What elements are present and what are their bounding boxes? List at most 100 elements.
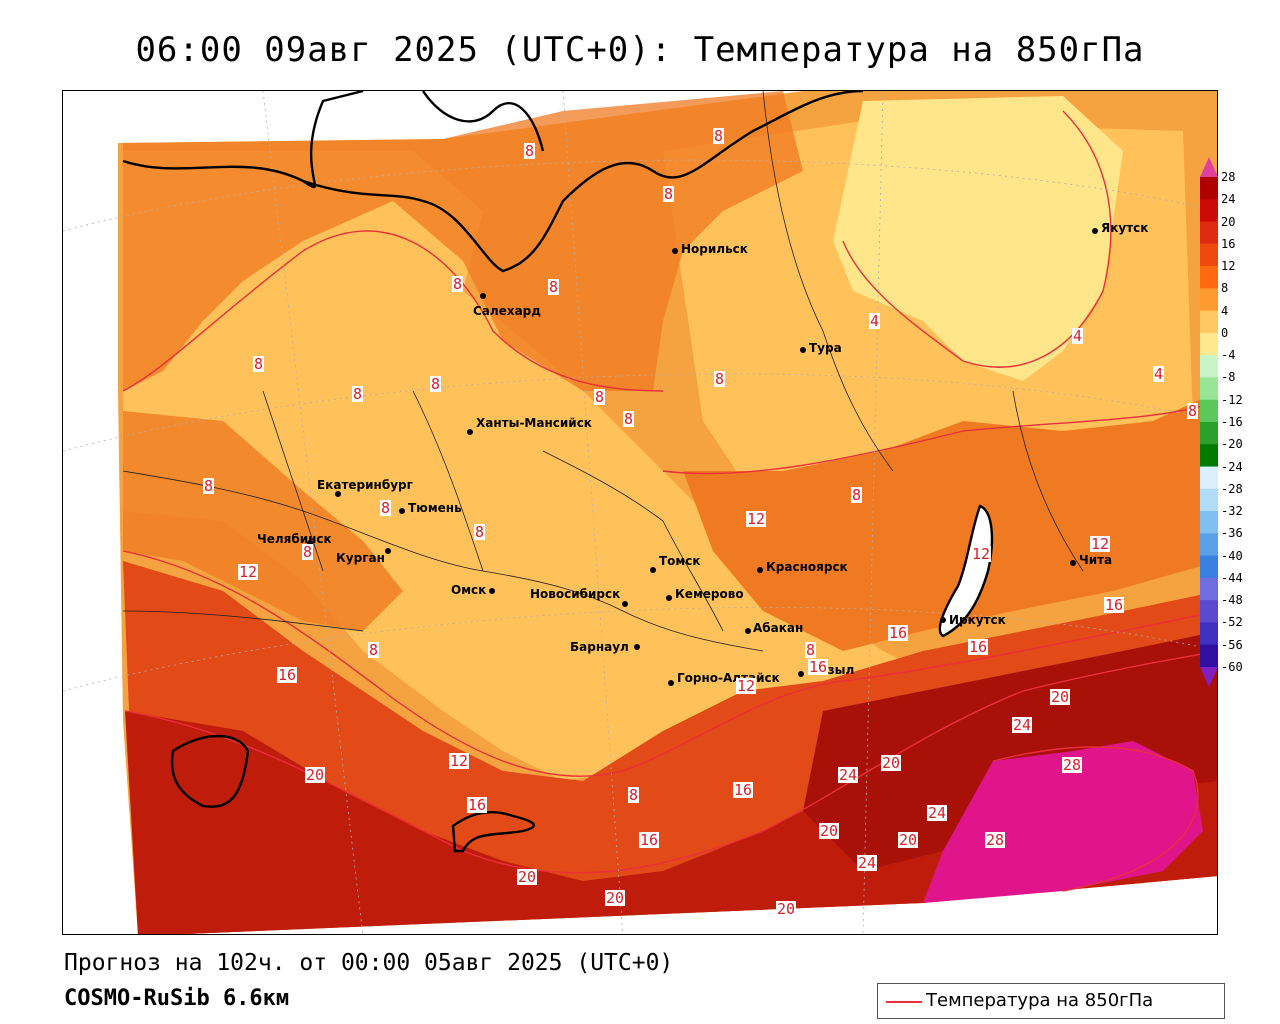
regional-borders xyxy=(122,91,1084,652)
isotherm-label: 16 xyxy=(467,796,488,814)
colorbar-segment xyxy=(1200,332,1218,356)
isotherm-label: 12 xyxy=(971,545,992,563)
city-kemerovo: Кемерово xyxy=(675,587,744,601)
city-tomsk: Томск xyxy=(659,554,701,568)
city-yekaterinburg: Екатеринбург xyxy=(317,478,413,492)
colorbar-segment xyxy=(1200,177,1218,200)
colorbar-segment xyxy=(1200,555,1218,579)
colorbar-segment xyxy=(1200,533,1218,557)
zone-light-orange xyxy=(123,151,943,781)
isotherm-label: 16 xyxy=(733,781,754,799)
city-kurgan: Курган xyxy=(336,551,385,565)
graticule xyxy=(63,91,1217,934)
city-tura: Тура xyxy=(809,341,842,355)
isotherm-label: 8 xyxy=(474,523,486,541)
isotherm-label: 12 xyxy=(238,563,259,581)
city-omsk: Омск xyxy=(451,583,487,597)
isotherm-label: 12 xyxy=(736,677,757,695)
isotherm-label: 8 xyxy=(805,641,817,659)
city-irkutsk: Иркутск xyxy=(949,613,1006,627)
isotherm-label: 28 xyxy=(985,831,1006,849)
isotherm-label: 20 xyxy=(517,868,538,886)
isotherm-label: 4 xyxy=(869,312,881,330)
isotherm-label: 8 xyxy=(851,486,863,504)
model-name: COSMO-RuSib 6.6км xyxy=(64,986,290,1011)
city-salekhard: Салехард xyxy=(473,304,541,318)
colorbar-tick-label: -44 xyxy=(1221,570,1243,585)
isotherm-label: 16 xyxy=(639,831,660,849)
colorbar-segment xyxy=(1200,577,1218,601)
forecast-info: Прогноз на 102ч. от 00:00 05авг 2025 (UT… xyxy=(64,950,674,976)
colorbar-tick-label: 24 xyxy=(1221,192,1236,207)
colorbar-tick-label: 12 xyxy=(1221,259,1236,274)
colorbar-tick-label: -56 xyxy=(1221,637,1243,652)
colorbar-segment xyxy=(1200,600,1218,623)
isotherm-label: 8 xyxy=(548,278,560,296)
colorbar-segment xyxy=(1200,399,1218,423)
zone-pale-yellow xyxy=(833,96,1123,381)
city-novosibirsk: Новосибирск xyxy=(530,587,621,601)
city-krasnoyarsk: Красноярск xyxy=(766,560,848,574)
isotherm-lines xyxy=(122,110,1217,892)
colorbar-segment xyxy=(1200,488,1218,512)
isotherm-label: 20 xyxy=(605,889,626,907)
colorbar-segment xyxy=(1200,310,1218,334)
isotherm-label: 12 xyxy=(449,752,470,770)
colorbar-tick-label: 20 xyxy=(1221,214,1236,229)
isotherm-label: 8 xyxy=(623,410,635,428)
isotherm-label: 8 xyxy=(663,185,675,203)
colorbar-segment xyxy=(1200,266,1218,289)
isotherm-label: 8 xyxy=(368,641,380,659)
temperature-map: Норильск Якутск Салехард Тура Ханты-Манс… xyxy=(62,90,1218,935)
legend-line-swatch xyxy=(886,1001,922,1003)
coastline xyxy=(122,91,864,273)
isotherm-label: 20 xyxy=(881,754,902,772)
colorbar-tick-label: -36 xyxy=(1221,526,1243,541)
city-yakutsk: Якутск xyxy=(1101,221,1149,235)
colorbar-segment xyxy=(1200,243,1218,267)
colorbar-tick-label: -32 xyxy=(1221,504,1243,519)
city-norilsk: Норильск xyxy=(681,242,748,256)
zone-orange-north xyxy=(123,91,803,391)
colorbar-segment xyxy=(1200,377,1218,401)
city-abakan: Абакан xyxy=(753,621,804,635)
isotherm-label: 8 xyxy=(1187,402,1199,420)
isotherm-label: 8 xyxy=(714,370,726,388)
colorbar-tick-label: -40 xyxy=(1221,548,1243,563)
isotherm-label: 8 xyxy=(452,275,464,293)
isotherm-label: 8 xyxy=(430,375,442,393)
colorbar-segment xyxy=(1200,622,1218,646)
colorbar-tick-label: 0 xyxy=(1221,325,1229,340)
isotherm-label: 8 xyxy=(628,786,640,804)
isotherm-label: 24 xyxy=(1012,716,1033,734)
isotherm-label: 28 xyxy=(1062,756,1083,774)
colorbar-segment xyxy=(1200,221,1218,245)
isotherm-label: 24 xyxy=(927,804,948,822)
isotherm-label: 16 xyxy=(888,624,909,642)
isotherm-label: 16 xyxy=(1104,596,1125,614)
colorbar-tick-label: 4 xyxy=(1221,303,1229,318)
colorbar-tick-label: -16 xyxy=(1221,415,1243,429)
isotherm-label: 4 xyxy=(1072,327,1084,345)
city-barnaul: Барнаул xyxy=(570,640,629,654)
isotherm-label: 8 xyxy=(203,477,215,495)
colorbar-segment xyxy=(1200,288,1218,312)
isotherm-label: 20 xyxy=(819,822,840,840)
city-chelyabinsk: Челябинск xyxy=(257,532,332,546)
colorbar-top-arrow xyxy=(1200,157,1218,177)
isotherm-label: 8 xyxy=(380,499,392,517)
colorbar-segment xyxy=(1200,466,1218,490)
isotherm-label: 8 xyxy=(352,385,364,403)
colorbar-tick-label: -4 xyxy=(1221,348,1236,363)
city-khanty-mansiysk: Ханты-Мансийск xyxy=(476,416,592,430)
isotherm-label: 4 xyxy=(1153,365,1165,383)
isotherm-label: 20 xyxy=(305,766,326,784)
isotherm-label: 12 xyxy=(746,510,767,528)
colorbar-segment xyxy=(1200,511,1218,534)
zone-orange-mid xyxy=(123,411,403,631)
colorbar-segment xyxy=(1200,422,1218,445)
legend-label: Температура на 850гПа xyxy=(926,990,1154,1011)
isotherm-label: 16 xyxy=(808,658,829,676)
isotherm-label: 20 xyxy=(1050,688,1071,706)
isotherm-label: 8 xyxy=(253,355,265,373)
